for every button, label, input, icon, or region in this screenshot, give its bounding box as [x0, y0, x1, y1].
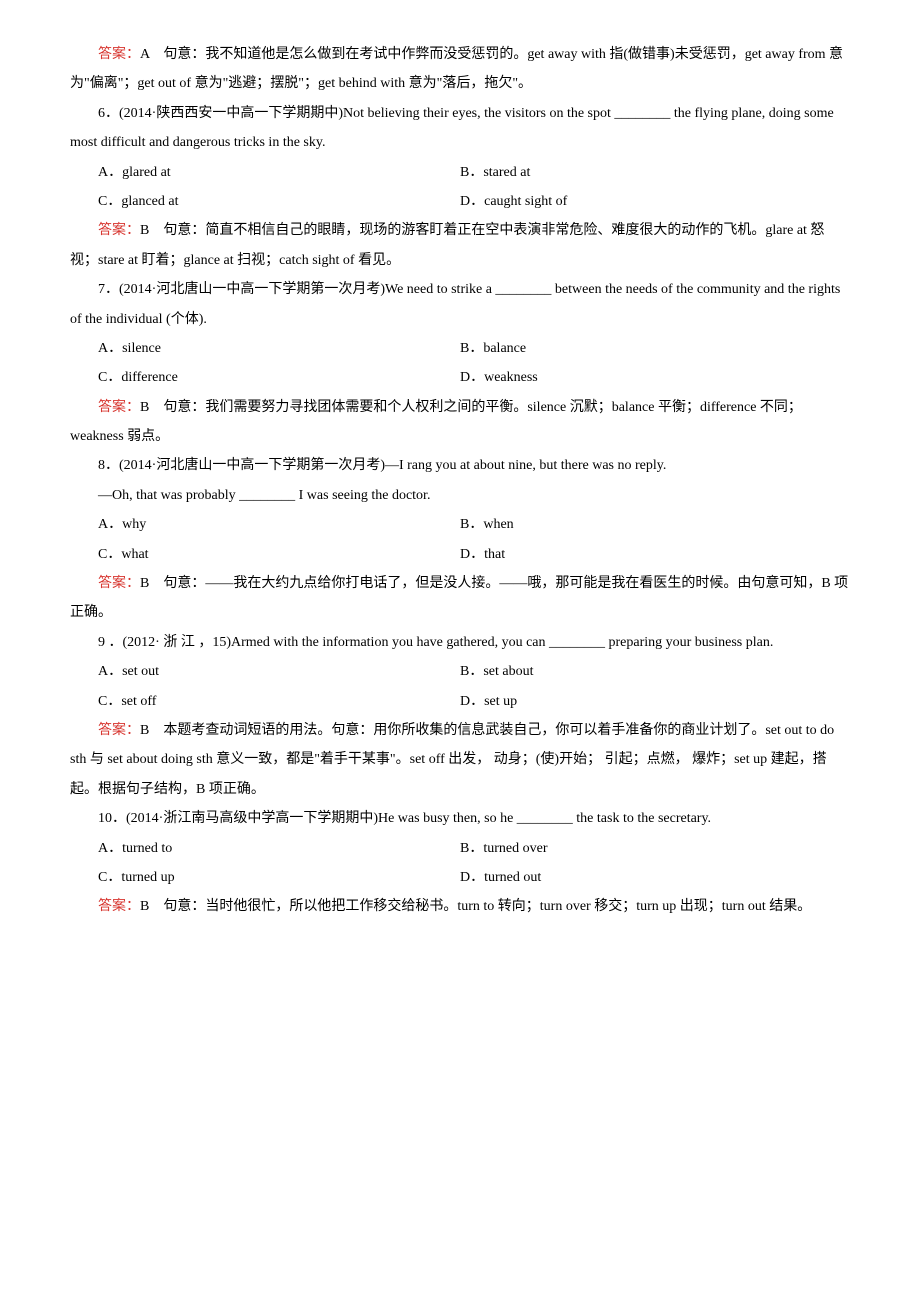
q9-answer-block: 答案：B 本题考查动词短语的用法。句意：用你所收集的信息武装自己，你可以着手准备…: [70, 716, 850, 804]
answer-letter: B: [140, 223, 149, 238]
answer-letter: A: [140, 47, 149, 62]
q10-options-row1: A．turned to B．turned over: [70, 834, 850, 863]
q9-optC: C．set off: [70, 687, 460, 716]
q9-optA: A．set out: [70, 657, 460, 686]
q7-options-row2: C．difference D．weakness: [70, 363, 850, 392]
q6-optA: A．glared at: [70, 158, 460, 187]
q10-options-row2: C．turned up D．turned out: [70, 863, 850, 892]
q10-optC: C．turned up: [70, 863, 460, 892]
q7-optC: C．difference: [70, 363, 460, 392]
q6-options-row1: A．glared at B．stared at: [70, 158, 850, 187]
q9-options-row1: A．set out B．set about: [70, 657, 850, 686]
q6-explanation: 句意：简直不相信自己的眼睛，现场的游客盯着正在空中表演非常危险、难度很大的动作的…: [70, 223, 824, 267]
q6-optC: C．glanced at: [70, 187, 460, 216]
q8-stem: 8．(2014·河北唐山一中高一下学期第一次月考)—I rang you at …: [70, 451, 850, 480]
answer-label: 答案：: [98, 400, 140, 415]
q7-optA: A．silence: [70, 334, 460, 363]
answer-letter: B: [140, 400, 149, 415]
q5-explanation: 句意：我不知道他是怎么做到在考试中作弊而没受惩罚的。get away with …: [70, 47, 843, 91]
q8-optB: B．when: [460, 510, 850, 539]
q9-optD: D．set up: [460, 687, 850, 716]
q5-answer-block: 答案：A 句意：我不知道他是怎么做到在考试中作弊而没受惩罚的。get away …: [70, 40, 850, 99]
answer-letter: B: [140, 899, 149, 914]
q6-optB: B．stared at: [460, 158, 850, 187]
answer-letter: B: [140, 576, 149, 591]
q9-stem: 9 ．(2012· 浙 江 ，15)Armed with the informa…: [70, 628, 850, 657]
q8-answer-block: 答案：B 句意：——我在大约九点给你打电话了，但是没人接。——哦，那可能是我在看…: [70, 569, 850, 628]
q6-stem: 6．(2014·陕西西安一中高一下学期期中)Not believing thei…: [70, 99, 850, 158]
q8-options-row1: A．why B．when: [70, 510, 850, 539]
q10-optB: B．turned over: [460, 834, 850, 863]
answer-label: 答案：: [98, 223, 140, 238]
q8-stem2: —Oh, that was probably ________ I was se…: [70, 481, 850, 510]
q6-answer-block: 答案：B 句意：简直不相信自己的眼睛，现场的游客盯着正在空中表演非常危险、难度很…: [70, 216, 850, 275]
answer-label: 答案：: [98, 723, 140, 738]
q7-options-row1: A．silence B．balance: [70, 334, 850, 363]
q7-answer-block: 答案：B 句意：我们需要努力寻找团体需要和个人权利之间的平衡。silence 沉…: [70, 393, 850, 452]
q8-optD: D．that: [460, 540, 850, 569]
q6-optD: D．caught sight of: [460, 187, 850, 216]
answer-label: 答案：: [98, 576, 140, 591]
answer-label: 答案：: [98, 899, 140, 914]
q10-stem: 10．(2014·浙江南马高级中学高一下学期期中)He was busy the…: [70, 804, 850, 833]
q7-optB: B．balance: [460, 334, 850, 363]
q8-optC: C．what: [70, 540, 460, 569]
q10-explanation: 句意：当时他很忙，所以他把工作移交给秘书。turn to 转向；turn ove…: [149, 899, 811, 914]
q9-optB: B．set about: [460, 657, 850, 686]
q10-optD: D．turned out: [460, 863, 850, 892]
q8-explanation: 句意：——我在大约九点给你打电话了，但是没人接。——哦，那可能是我在看医生的时候…: [70, 576, 848, 620]
q7-optD: D．weakness: [460, 363, 850, 392]
q9-explanation: 本题考查动词短语的用法。句意：用你所收集的信息武装自己，你可以着手准备你的商业计…: [70, 723, 834, 797]
q6-options-row2: C．glanced at D．caught sight of: [70, 187, 850, 216]
q8-optA: A．why: [70, 510, 460, 539]
q9-options-row2: C．set off D．set up: [70, 687, 850, 716]
q10-answer-block: 答案：B 句意：当时他很忙，所以他把工作移交给秘书。turn to 转向；tur…: [70, 892, 850, 921]
q7-explanation: 句意：我们需要努力寻找团体需要和个人权利之间的平衡。silence 沉默；bal…: [70, 400, 802, 444]
q10-optA: A．turned to: [70, 834, 460, 863]
answer-letter: B: [140, 723, 149, 738]
answer-label: 答案：: [98, 47, 140, 62]
q8-options-row2: C．what D．that: [70, 540, 850, 569]
q7-stem: 7．(2014·河北唐山一中高一下学期第一次月考)We need to stri…: [70, 275, 850, 334]
